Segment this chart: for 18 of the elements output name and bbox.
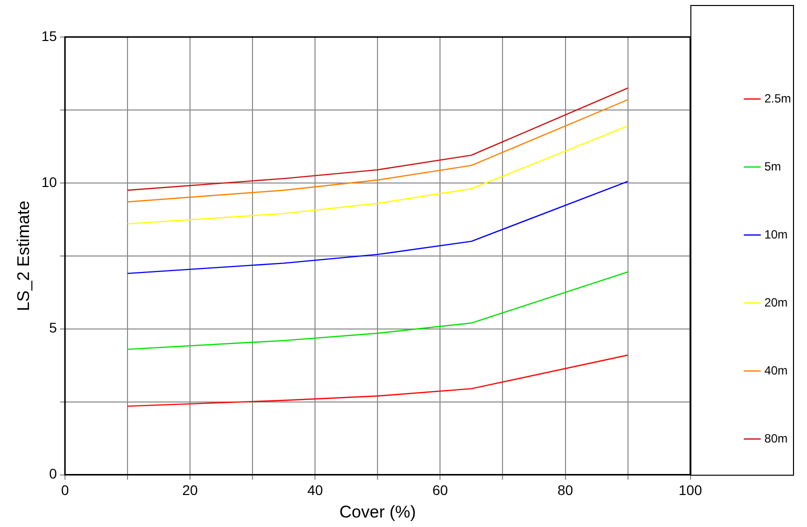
x-tick-label: 80 bbox=[557, 482, 574, 498]
x-axis-title: Cover (%) bbox=[339, 502, 416, 522]
legend-label: 2.5m bbox=[764, 91, 792, 106]
legend-label: 40m bbox=[764, 363, 788, 378]
x-tick-label: 40 bbox=[307, 482, 324, 498]
legend-label: 20m bbox=[764, 295, 788, 310]
x-tick-label: 100 bbox=[678, 482, 702, 498]
legend-label: 80m bbox=[764, 431, 788, 446]
y-tick-label: 0 bbox=[49, 466, 58, 482]
y-tick-label: 5 bbox=[49, 320, 58, 336]
x-tick-label: 60 bbox=[432, 482, 448, 498]
y-tick-label: 15 bbox=[41, 28, 58, 44]
x-tick-label: 0 bbox=[61, 482, 70, 498]
legend-label: 5m bbox=[764, 159, 781, 174]
y-axis-title: LS_2 Estimate bbox=[14, 200, 33, 312]
y-tick-label: 10 bbox=[41, 174, 58, 190]
legend-label: 10m bbox=[764, 227, 788, 242]
x-tick-label: 20 bbox=[182, 482, 198, 498]
